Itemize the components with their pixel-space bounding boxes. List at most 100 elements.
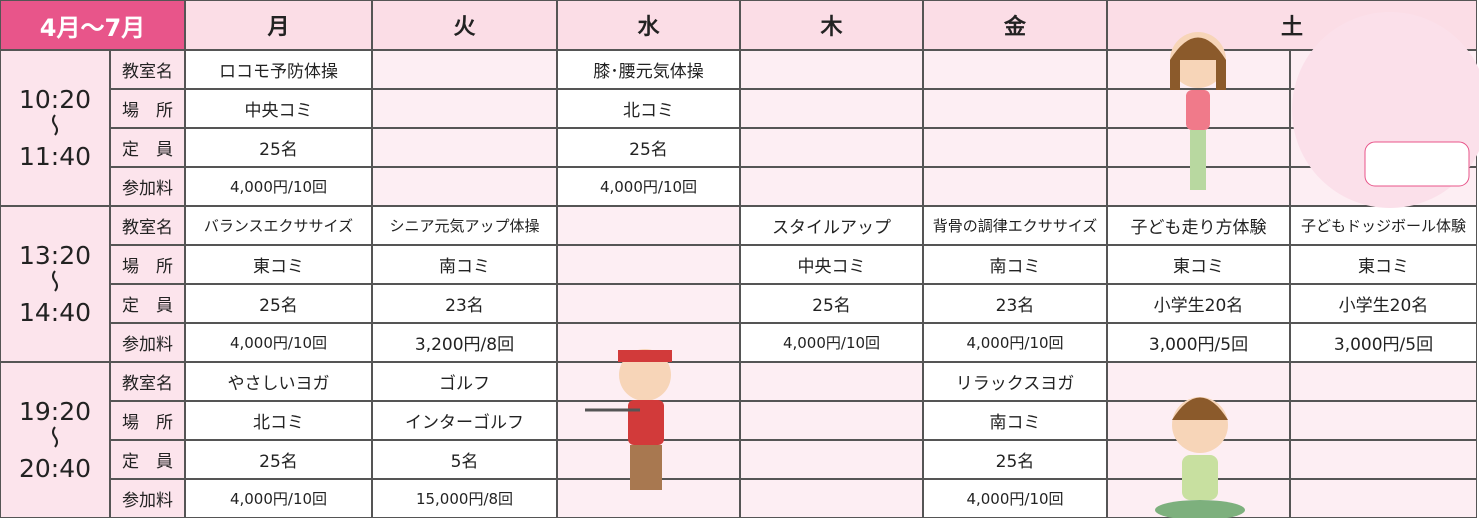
row-label: 定 員 — [110, 284, 185, 323]
empty-cell — [1290, 440, 1477, 479]
start-time: 19:20 — [18, 396, 92, 426]
empty-cell — [372, 89, 557, 128]
class-name: 子どもドッジボール体験 — [1290, 206, 1477, 245]
empty-cell — [740, 50, 923, 89]
class-capacity: 25名 — [923, 440, 1107, 479]
empty-cell — [557, 284, 740, 323]
wave — [50, 269, 60, 299]
class-name: ロコモ予防体操 — [185, 50, 372, 89]
class-name: バランスエクササイズ — [185, 206, 372, 245]
class-place: 東コミ — [185, 245, 372, 284]
empty-cell — [557, 440, 740, 479]
day-header: 金 — [923, 0, 1107, 50]
end-time: 20:40 — [18, 453, 92, 483]
class-capacity: 25名 — [185, 284, 372, 323]
class-fee: 4,000円/10回 — [185, 479, 372, 518]
class-place: 東コミ — [1290, 245, 1477, 284]
wave — [50, 425, 60, 455]
empty-cell — [1107, 50, 1290, 89]
class-name: シニア元気アップ体操 — [372, 206, 557, 245]
empty-cell — [740, 167, 923, 206]
empty-cell — [740, 89, 923, 128]
empty-cell — [1290, 362, 1477, 401]
class-fee: 4,000円/10回 — [923, 479, 1107, 518]
day-header: 火 — [372, 0, 557, 50]
empty-cell — [740, 440, 923, 479]
class-fee: 4,000円/10回 — [557, 167, 740, 206]
class-name: ゴルフ — [372, 362, 557, 401]
class-place: 北コミ — [557, 89, 740, 128]
empty-cell — [740, 362, 923, 401]
class-fee: 4,000円/10回 — [923, 323, 1107, 362]
empty-cell — [1107, 89, 1290, 128]
class-fee: 3,200円/8回 — [372, 323, 557, 362]
class-name: 子ども走り方体験 — [1107, 206, 1290, 245]
class-capacity: 小学生20名 — [1290, 284, 1477, 323]
class-capacity: 小学生20名 — [1107, 284, 1290, 323]
class-name: リラックスヨガ — [923, 362, 1107, 401]
class-place: 北コミ — [185, 401, 372, 440]
class-fee: 4,000円/10回 — [740, 323, 923, 362]
empty-cell — [740, 401, 923, 440]
class-capacity: 5名 — [372, 440, 557, 479]
class-place: 中央コミ — [740, 245, 923, 284]
empty-cell — [1107, 128, 1290, 167]
day-header: 月 — [185, 0, 372, 50]
time-cell: 10:20 11:40 — [0, 50, 110, 206]
class-fee: 4,000円/10回 — [185, 323, 372, 362]
class-fee: 3,000円/5回 — [1107, 323, 1290, 362]
empty-cell — [923, 167, 1107, 206]
class-capacity: 25名 — [740, 284, 923, 323]
empty-cell — [1107, 362, 1290, 401]
class-capacity: 25名 — [185, 128, 372, 167]
class-capacity: 25名 — [185, 440, 372, 479]
class-fee: 4,000円/10回 — [185, 167, 372, 206]
empty-cell — [1107, 440, 1290, 479]
empty-cell — [740, 479, 923, 518]
start-time: 13:20 — [18, 240, 92, 270]
empty-cell — [1290, 479, 1477, 518]
empty-cell — [923, 128, 1107, 167]
class-place: 中央コミ — [185, 89, 372, 128]
empty-cell — [1107, 167, 1290, 206]
row-label: 場 所 — [110, 89, 185, 128]
time-cell: 19:20 20:40 — [0, 362, 110, 518]
row-label: 参加料 — [110, 479, 185, 518]
class-name: スタイルアップ — [740, 206, 923, 245]
class-place: インターゴルフ — [372, 401, 557, 440]
row-label: 定 員 — [110, 128, 185, 167]
empty-cell — [740, 128, 923, 167]
end-time: 14:40 — [18, 297, 92, 327]
row-label: 教室名 — [110, 362, 185, 401]
class-name: 膝･腰元気体操 — [557, 50, 740, 89]
empty-cell — [1290, 401, 1477, 440]
wave — [50, 113, 60, 143]
class-fee: 15,000円/8回 — [372, 479, 557, 518]
class-name: 背骨の調律エクササイズ — [923, 206, 1107, 245]
empty-cell — [923, 50, 1107, 89]
empty-cell — [372, 50, 557, 89]
day-header: 水 — [557, 0, 740, 50]
start-time: 10:20 — [18, 84, 92, 114]
empty-cell — [557, 206, 740, 245]
row-label: 参加料 — [110, 323, 185, 362]
time-cell: 13:20 14:40 — [0, 206, 110, 362]
row-label: 場 所 — [110, 401, 185, 440]
row-label: 定 員 — [110, 440, 185, 479]
empty-cell — [557, 362, 740, 401]
class-place: 南コミ — [923, 245, 1107, 284]
empty-cell — [557, 479, 740, 518]
empty-cell — [372, 167, 557, 206]
class-capacity: 23名 — [372, 284, 557, 323]
empty-cell — [1107, 479, 1290, 518]
period-header: 4月〜7月 — [0, 0, 185, 50]
end-time: 11:40 — [18, 141, 92, 171]
empty-cell — [923, 89, 1107, 128]
row-label: 教室名 — [110, 206, 185, 245]
class-capacity: 23名 — [923, 284, 1107, 323]
empty-cell — [557, 323, 740, 362]
empty-cell — [557, 245, 740, 284]
empty-cell — [372, 128, 557, 167]
class-place: 南コミ — [372, 245, 557, 284]
